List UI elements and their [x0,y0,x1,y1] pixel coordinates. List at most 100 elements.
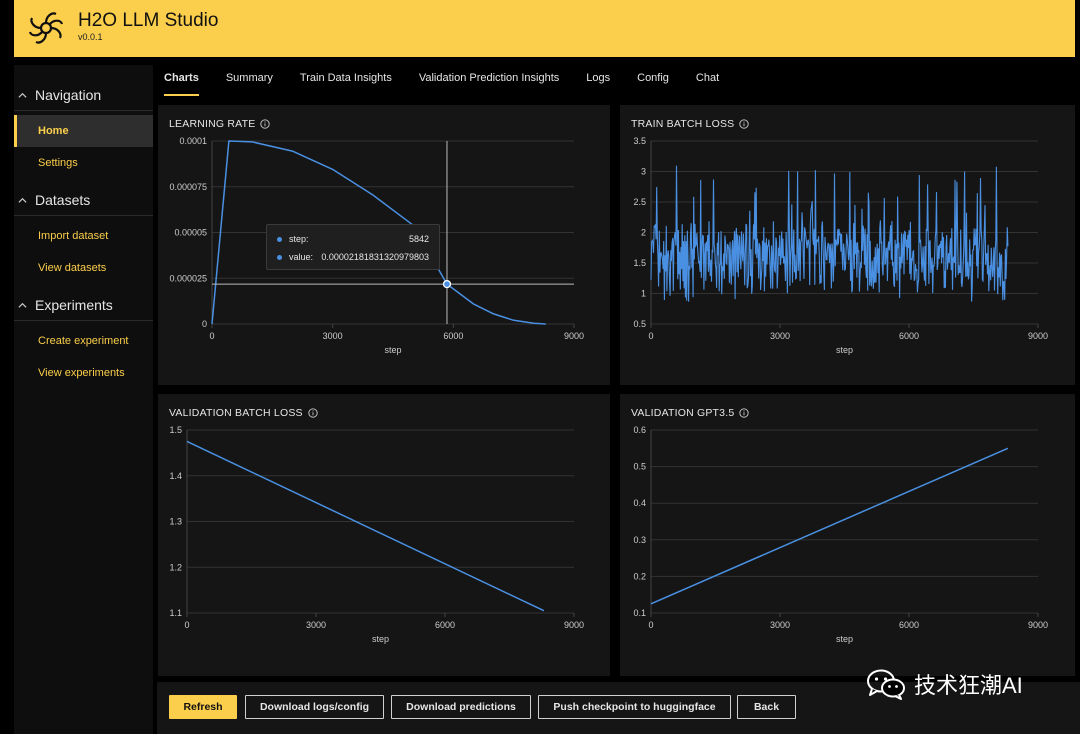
tab-config[interactable]: Config [637,72,669,84]
download-logs-button[interactable]: Download logs/config [245,695,384,719]
sidebar-item-import-dataset[interactable]: Import dataset [38,230,109,242]
chart-title: TRAIN BATCH LOSS [631,118,750,130]
watermark: 技术狂潮AI [866,668,1023,700]
y-tick-label: 1.3 [169,517,182,527]
chart-title-text: TRAIN BATCH LOSS [631,118,735,130]
x-tick-label: 3000 [770,620,790,630]
tooltip-step-label: step: [289,234,309,244]
validation-gpt-chart[interactable]: 0.1 0.2 0.3 0.4 0.5 0.6 0 3000 6000 9000 step [620,394,1075,676]
x-tick-label: 6000 [435,620,455,630]
x-tick-label: 6000 [899,620,919,630]
sidebar-item-settings[interactable]: Settings [38,157,78,169]
sidebar-item-view-datasets[interactable]: View datasets [38,262,107,274]
y-tick-label: 0 [202,319,207,329]
app-header: H2O LLM Studio v0.0.1 [14,0,1075,57]
x-axis-label: step [836,345,853,355]
app-title: H2O LLM Studio [78,10,219,31]
info-icon[interactable] [308,408,318,418]
y-tick-label: 1.5 [633,258,646,268]
y-tick-label: 3 [641,167,646,177]
action-bar: Refresh Download logs/config Download pr… [157,682,1080,734]
info-icon[interactable] [739,119,750,129]
x-tick-label: 9000 [1028,620,1048,630]
x-tick-label: 6000 [443,331,463,341]
x-tick-label: 0 [184,620,189,630]
y-tick-label: 0.5 [633,462,646,472]
y-tick-label: 0.4 [633,498,646,508]
app-version: v0.0.1 [78,32,103,42]
tab-logs[interactable]: Logs [586,72,611,84]
series-dot [277,236,282,242]
push-checkpoint-button[interactable]: Push checkpoint to huggingface [538,695,731,719]
divider [14,215,153,216]
wechat-icon [867,669,905,700]
chevron-up-icon [18,92,27,98]
y-tick-label: 3.5 [633,136,646,146]
series-line[interactable] [186,440,545,612]
chart-card-validation-gpt: VALIDATION GPT3.5 0.1 0.2 0.3 0.4 0.5 0.6 0 300… [620,394,1075,676]
chart-title-text: VALIDATION GPT3.5 [631,407,735,419]
y-tick-label: 0.2 [633,571,646,581]
train-batch-loss-chart[interactable]: 0.5 1 1.5 2 2.5 3 3.5 0 3000 6000 9000 step [620,105,1075,385]
series-line[interactable] [650,447,1009,605]
validation-batch-loss-chart[interactable]: 1.1 1.2 1.3 1.4 1.5 0 3000 6000 9000 step [158,394,610,676]
chart-card-learning-rate: LEARNING RATE 0 0.000025 0.00005 0.000075 0.… [158,105,610,385]
y-tick-label: 2 [641,228,646,238]
tab-train-data-insights[interactable]: Train Data Insights [299,72,392,84]
x-tick-label: 6000 [899,331,919,341]
sidebar-section-datasets[interactable]: Datasets [18,192,90,208]
tab-summary[interactable]: Summary [225,72,273,84]
tooltip-value-value: 0.00002181831320979803 [321,252,429,262]
divider [14,110,153,111]
chart-title: VALIDATION GPT3.5 [631,407,750,419]
sidebar-item-view-experiments[interactable]: View experiments [38,367,125,379]
x-tick-label: 9000 [1028,331,1048,341]
sidebar-item-create-experiment[interactable]: Create experiment [38,335,129,347]
chart-title-text: LEARNING RATE [169,118,256,130]
sidebar-item-home[interactable]: Home [14,115,153,147]
sidebar-section-experiments[interactable]: Experiments [18,297,113,313]
y-tick-label: 0.5 [633,319,646,329]
x-tick-label: 3000 [770,331,790,341]
sidebar: Navigation Home Settings Datasets Import… [14,65,153,734]
y-tick-label: 2.5 [633,197,646,207]
sidebar-section-navigation[interactable]: Navigation [18,87,101,103]
back-button[interactable]: Back [737,695,796,719]
info-icon[interactable] [260,119,271,129]
y-tick-label: 1.4 [169,471,182,481]
series-dot [277,254,282,260]
y-tick-label: 1.2 [169,562,182,572]
section-label: Navigation [35,87,102,103]
tab-chat[interactable]: Chat [695,72,720,84]
download-predictions-button[interactable]: Download predictions [391,695,531,719]
y-tick-label: 0.3 [633,535,646,545]
y-tick-label: 0.00005 [174,228,207,238]
tab-validation-prediction-insights[interactable]: Validation Prediction Insights [418,72,560,84]
info-icon[interactable] [739,408,750,418]
y-tick-label: 0.000025 [169,273,207,283]
hover-point[interactable] [442,279,452,289]
x-tick-label: 0 [209,331,214,341]
watermark-text: 技术狂潮AI [914,673,1023,698]
chart-card-validation-batch-loss: VALIDATION BATCH LOSS 1.1 1.2 1.3 1.4 1.5 0 30… [158,394,610,676]
section-label: Experiments [35,297,113,313]
tooltip-step-value: 5842 [408,234,429,244]
chart-title-text: VALIDATION BATCH LOSS [169,407,303,419]
learning-rate-chart[interactable]: 0 0.000025 0.00005 0.000075 0.0001 0 3000 6000 9… [158,105,610,385]
x-tick-label: 0 [648,331,653,341]
chart-card-train-batch-loss: TRAIN BATCH LOSS 0.5 1 1.5 2 2.5 3 3.5 0 3000 600… [620,105,1075,385]
y-tick-label: 1.5 [169,425,182,435]
y-tick-label: 0.0001 [179,136,207,146]
refresh-button[interactable]: Refresh [169,695,237,719]
x-tick-label: 0 [648,620,653,630]
series-line[interactable] [650,165,1009,302]
x-tick-label: 9000 [564,620,584,630]
x-tick-label: 3000 [323,331,343,341]
section-label: Datasets [35,192,91,208]
y-tick-label: 0.1 [633,608,646,618]
x-tick-label: 9000 [564,331,584,341]
chart-title: VALIDATION BATCH LOSS [169,407,318,419]
x-axis-label: step [372,634,389,644]
y-tick-label: 0.6 [633,425,646,435]
tab-charts[interactable]: Charts [160,64,203,96]
